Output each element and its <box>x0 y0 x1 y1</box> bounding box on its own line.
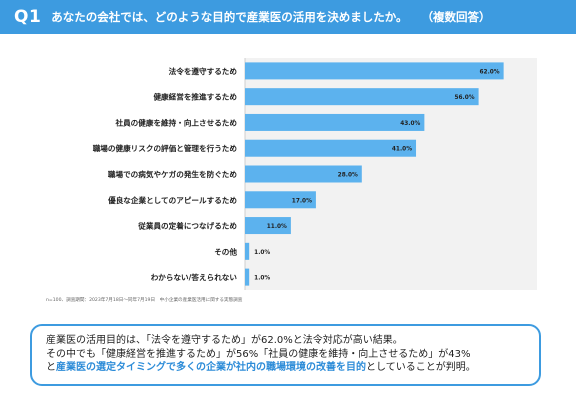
survey-footnote: n=100、調査期間：2023年7月18日〜同年7月19日 中小企業の産業医活用… <box>46 298 243 303</box>
summary-line-3: と産業医の選定タイミングで多くの企業が社内の職場環境の改善を目的としていることが… <box>46 361 527 375</box>
bar <box>245 165 362 183</box>
value-label: 56.0% <box>454 95 474 101</box>
bar <box>245 139 417 157</box>
bar <box>245 242 250 260</box>
value-label: 11.0% <box>267 224 287 230</box>
category-label: わからない/答えられない <box>151 272 238 282</box>
category-label: 社員の健康を維持・向上させるため <box>115 117 238 127</box>
category-label: 健康経営を推進するため <box>153 92 237 102</box>
summary-line-2: その中でも「健康経営を推進するため」が56%「社員の健康を維持・向上させるため」… <box>46 348 471 360</box>
bar <box>245 88 479 106</box>
bar <box>245 191 316 209</box>
value-label: 41.0% <box>392 147 412 153</box>
summary-box: 産業医の活用目的は、「法令を遵守するため」が62.0%と法令対応が高い結果。 そ… <box>30 324 541 386</box>
category-label: 職場の健康リスクの評価と管理を行うため <box>93 143 238 153</box>
category-label: 優良な企業としてのアピールするため <box>107 195 237 205</box>
summary-line-1: 産業医の活用目的は、「法令を遵守するため」が62.0%と法令対応が高い結果。 <box>46 335 403 346</box>
value-label: 17.0% <box>292 198 312 204</box>
bar <box>245 62 504 80</box>
value-label: 28.0% <box>338 173 358 179</box>
bar-chart: 法令を遵守するため 62.0% 健康経営を推進するため 56.0% 社員の健康を維持・向… <box>93 58 537 290</box>
bar <box>245 268 250 286</box>
question-text: あなたの会社では、どのような目的で産業医の活用を決めましたか。 <box>51 10 408 24</box>
value-label: 62.0% <box>480 69 500 75</box>
category-label: 法令を遵守するため <box>169 66 238 76</box>
value-label: 1.0% <box>254 276 270 282</box>
value-label: 43.0% <box>400 121 420 127</box>
summary-line-3-suffix: としていることが判明。 <box>366 362 476 373</box>
category-label: 職場での病気やケガの発生を防ぐため <box>108 169 237 179</box>
category-label: その他 <box>214 246 237 256</box>
bar <box>245 217 291 235</box>
value-label: 1.0% <box>254 250 270 256</box>
bar <box>245 113 425 131</box>
question-header: Q1 あなたの会社では、どのような目的で産業医の活用を決めましたか。 （複数回答… <box>0 0 576 34</box>
multiple-answer-note: （複数回答） <box>421 10 491 24</box>
summary-highlight: 産業医の選定タイミングで多くの企業が社内の職場環境の改善を目的 <box>56 362 366 373</box>
category-label: 従業員の定着につなげるため <box>137 221 237 231</box>
question-number: Q1 <box>14 7 42 27</box>
summary-line-3-prefix: と <box>46 362 56 373</box>
